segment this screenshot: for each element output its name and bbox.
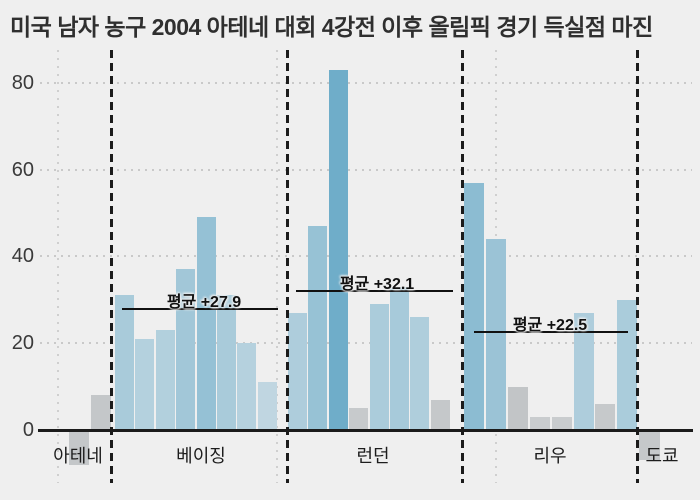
- average-label: 평균 +32.1: [339, 275, 415, 293]
- margin-bar: [410, 317, 430, 430]
- y-axis-tick-label: 60: [11, 158, 34, 181]
- margin-bar: [573, 312, 594, 430]
- y-gridline: [40, 342, 692, 345]
- margin-bar: [595, 403, 616, 430]
- tournament-separator-line: [460, 50, 464, 483]
- margin-bar: [617, 299, 638, 430]
- margin-bar: [390, 286, 409, 430]
- y-axis-tick-label: 0: [22, 419, 34, 441]
- average-label: 평균 +27.9: [166, 293, 242, 311]
- margin-bar: [328, 69, 348, 430]
- y-gridline: [40, 81, 692, 84]
- margin-bar: [430, 399, 450, 430]
- tournament-label: 리우: [533, 446, 567, 466]
- y-axis-tick-label: 20: [11, 332, 34, 355]
- margin-bar: [308, 226, 328, 430]
- margin-bar: [551, 416, 572, 430]
- average-line: [122, 307, 278, 310]
- margin-bar: [485, 239, 506, 430]
- margin-bar: [369, 304, 389, 430]
- margin-bar: [237, 343, 257, 430]
- margin-bar: [639, 430, 660, 461]
- tournament-label: 런던: [356, 446, 390, 466]
- tournament-label: 도쿄: [645, 446, 679, 466]
- margin-bar: [349, 408, 369, 430]
- chart-title: 미국 남자 농구 2004 아테네 대회 4강전 이후 올림픽 경기 득실점 마…: [10, 14, 653, 40]
- tournament-separator-line: [285, 50, 289, 483]
- average-line: [474, 331, 628, 334]
- margin-bar: [115, 295, 134, 430]
- margin-bar: [196, 217, 216, 430]
- tournament-separator-line: [635, 50, 639, 483]
- average-label: 평균 +22.5: [512, 317, 588, 335]
- margin-bar: [69, 430, 89, 465]
- tournament-separator-line: [110, 50, 113, 483]
- y-gridline: [40, 255, 692, 258]
- x-gridline: [56, 50, 59, 483]
- x-gridline: [275, 50, 278, 483]
- margin-bar: [464, 182, 484, 430]
- margin-bar: [155, 330, 175, 430]
- margin-bar: [529, 416, 550, 430]
- y-gridline: [40, 168, 692, 171]
- margin-bar: [507, 386, 528, 430]
- margin-bar: [288, 312, 307, 430]
- x-axis-line: [38, 428, 693, 432]
- margin-bar: [135, 338, 155, 430]
- y-axis-tick-label: 40: [11, 245, 34, 268]
- tournament-label: 베이징: [176, 446, 226, 466]
- margin-bar: [91, 395, 111, 430]
- tournament-label: 아테네: [53, 446, 103, 466]
- margin-bar: [217, 295, 236, 430]
- margin-bar: [257, 382, 277, 430]
- y-axis-tick-label: 80: [11, 71, 34, 94]
- average-line: [296, 289, 453, 292]
